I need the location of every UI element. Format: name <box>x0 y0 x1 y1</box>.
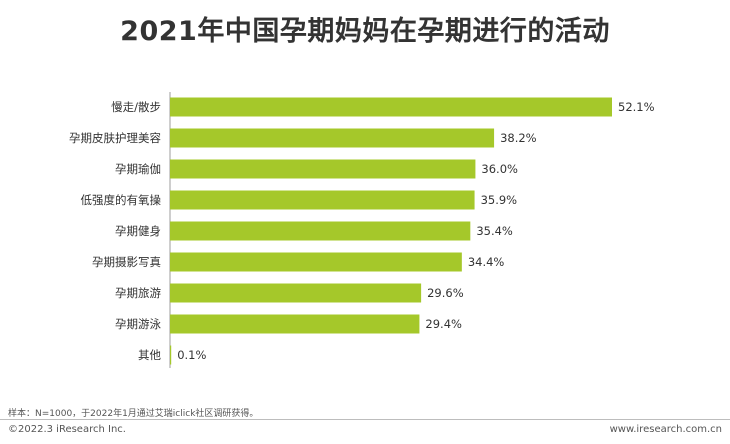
value-label: 29.4% <box>425 317 462 331</box>
value-label: 36.0% <box>481 162 518 176</box>
value-label: 35.4% <box>476 224 513 238</box>
footer-divider <box>0 419 730 420</box>
bar <box>170 221 471 241</box>
bar <box>170 190 475 210</box>
category-label: 孕期摄影写真 <box>92 255 161 269</box>
category-label: 其他 <box>138 348 161 362</box>
category-label: 慢走/散步 <box>111 100 161 114</box>
value-label: 52.1% <box>618 100 655 114</box>
copyright-text: ©2022.3 iResearch Inc. <box>8 424 126 435</box>
value-label: 0.1% <box>177 348 206 362</box>
bar <box>170 252 462 272</box>
category-label: 低强度的有氧操 <box>81 193 162 207</box>
category-label: 孕期皮肤护理美容 <box>69 131 161 145</box>
bar <box>170 345 172 365</box>
bar <box>170 314 420 334</box>
value-label: 38.2% <box>500 131 537 145</box>
bar <box>170 128 495 148</box>
value-label: 34.4% <box>468 255 505 269</box>
sample-note: 样本：N=1000，于2022年1月通过艾瑞iclick社区调研获得。 <box>8 409 259 419</box>
bar <box>170 283 422 303</box>
category-label: 孕期游泳 <box>115 317 161 331</box>
category-label: 孕期健身 <box>115 224 161 238</box>
category-label: 孕期旅游 <box>115 286 161 300</box>
website-link[interactable]: www.iresearch.com.cn <box>609 424 722 435</box>
bar-chart: 慢走/散步 52.1% 孕期皮肤护理美容 38.2% 孕期瑜伽 36.0% 低强度的有氧操 3… <box>69 92 655 368</box>
chart-title: 2021年中国孕期妈妈在孕期进行的活动 <box>120 16 610 47</box>
bar <box>170 97 612 117</box>
value-label: 35.9% <box>481 193 518 207</box>
bar <box>170 159 476 179</box>
value-label: 29.6% <box>427 286 464 300</box>
category-label: 孕期瑜伽 <box>115 162 161 176</box>
